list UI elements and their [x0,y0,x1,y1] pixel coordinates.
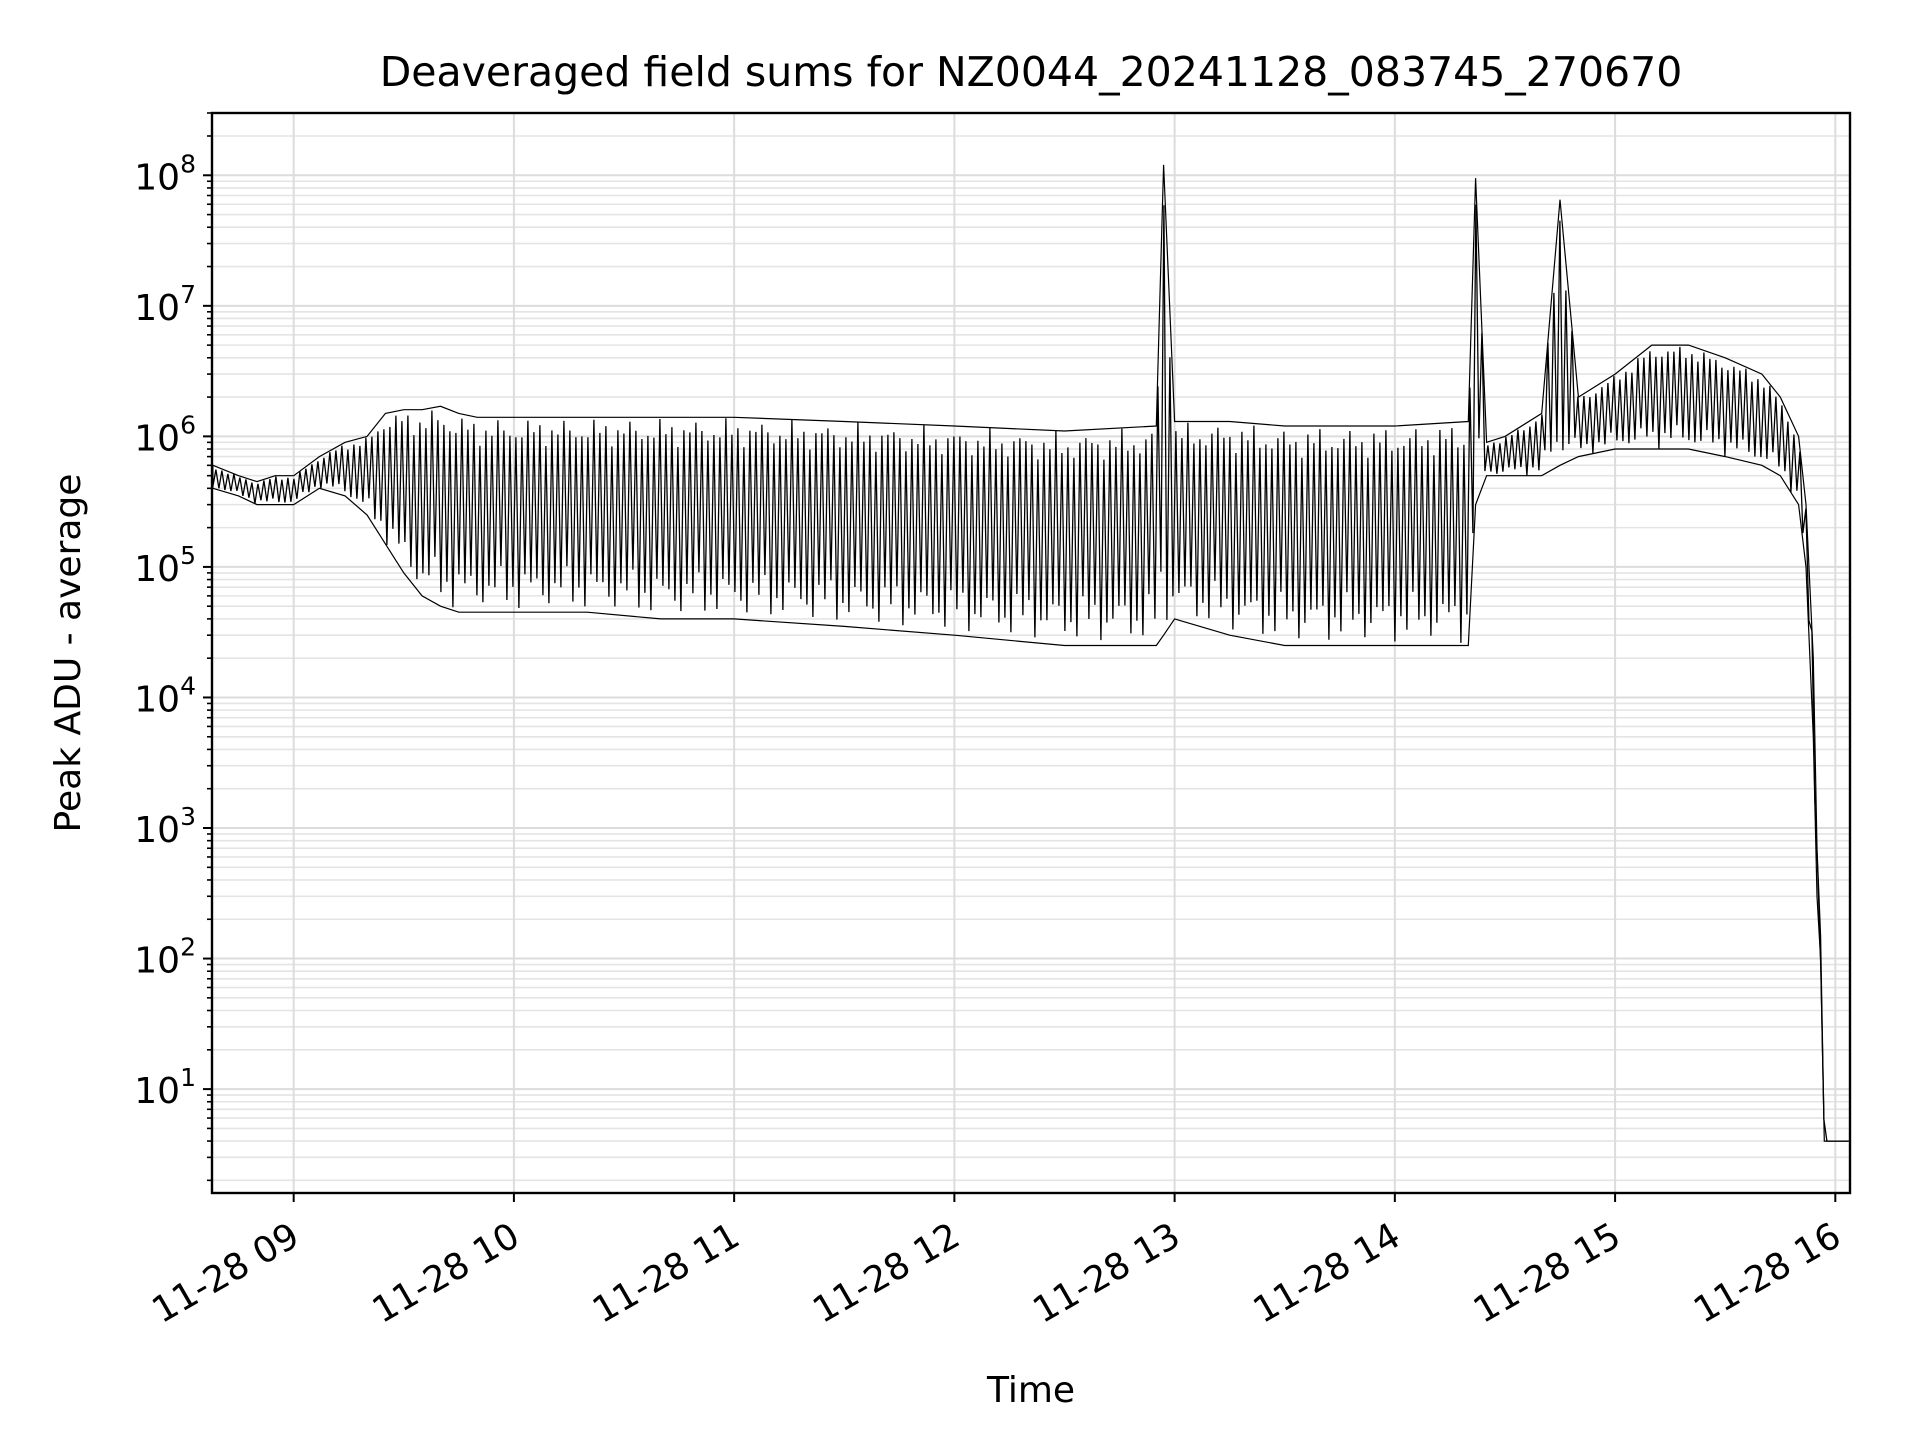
y-axis-ticks: 101 102 103 104 105 106 107 108 [134,112,212,1182]
series-line [212,204,1848,1142]
grid [212,112,1850,1193]
y-axis-label: Peak ADU - average [48,474,89,833]
x-axis-label: Time [986,1370,1075,1411]
data-trace [212,164,1850,1142]
y-tick-label: 105 [134,541,196,590]
plot-frame [210,111,1852,1195]
y-tick-label: 104 [134,671,196,720]
y-tick-label: 102 [134,933,196,982]
y-tick-label: 106 [134,410,196,459]
chart-title: Deaveraged field sums for NZ0044_2024112… [380,48,1683,96]
y-tick-label: 108 [134,149,196,198]
y-tick-label: 107 [134,280,196,329]
y-tick-label: 101 [134,1063,196,1112]
y-tick-label: 103 [134,802,196,851]
